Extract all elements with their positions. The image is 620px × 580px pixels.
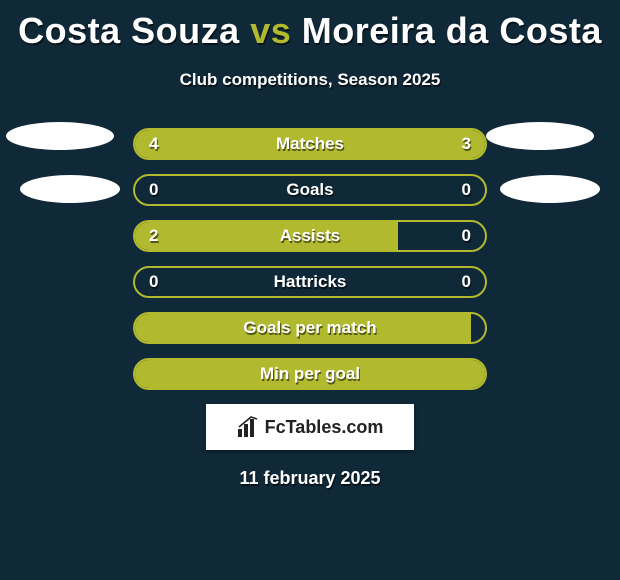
date-label: 11 february 2025 [0, 468, 620, 489]
placeholder-ellipse [500, 175, 600, 203]
stat-row: 43Matches [133, 128, 487, 160]
vs-label: vs [250, 10, 291, 51]
stat-row: Min per goal [133, 358, 487, 390]
stat-row: 00Hattricks [133, 266, 487, 298]
stat-label: Matches [135, 130, 485, 158]
placeholder-ellipse [486, 122, 594, 150]
stat-label: Assists [135, 222, 485, 250]
stat-label: Goals per match [135, 314, 485, 342]
brand-text: FcTables.com [265, 417, 384, 438]
stat-label: Hattricks [135, 268, 485, 296]
stat-label: Min per goal [135, 360, 485, 388]
subtitle: Club competitions, Season 2025 [0, 70, 620, 90]
placeholder-ellipse [20, 175, 120, 203]
comparison-title: Costa Souza vs Moreira da Costa [0, 0, 620, 52]
player1-name: Costa Souza [18, 10, 240, 51]
stat-label: Goals [135, 176, 485, 204]
stats-comparison: 43Matches 00Goals 20Assists 00Hattricks Goal… [133, 128, 487, 390]
bar-chart-icon [237, 416, 259, 438]
stat-row: Goals per match [133, 312, 487, 344]
stat-row: 00Goals [133, 174, 487, 206]
placeholder-ellipse [6, 122, 114, 150]
player2-name: Moreira da Costa [302, 10, 602, 51]
stat-row: 20Assists [133, 220, 487, 252]
fctables-brand[interactable]: FcTables.com [206, 404, 414, 450]
